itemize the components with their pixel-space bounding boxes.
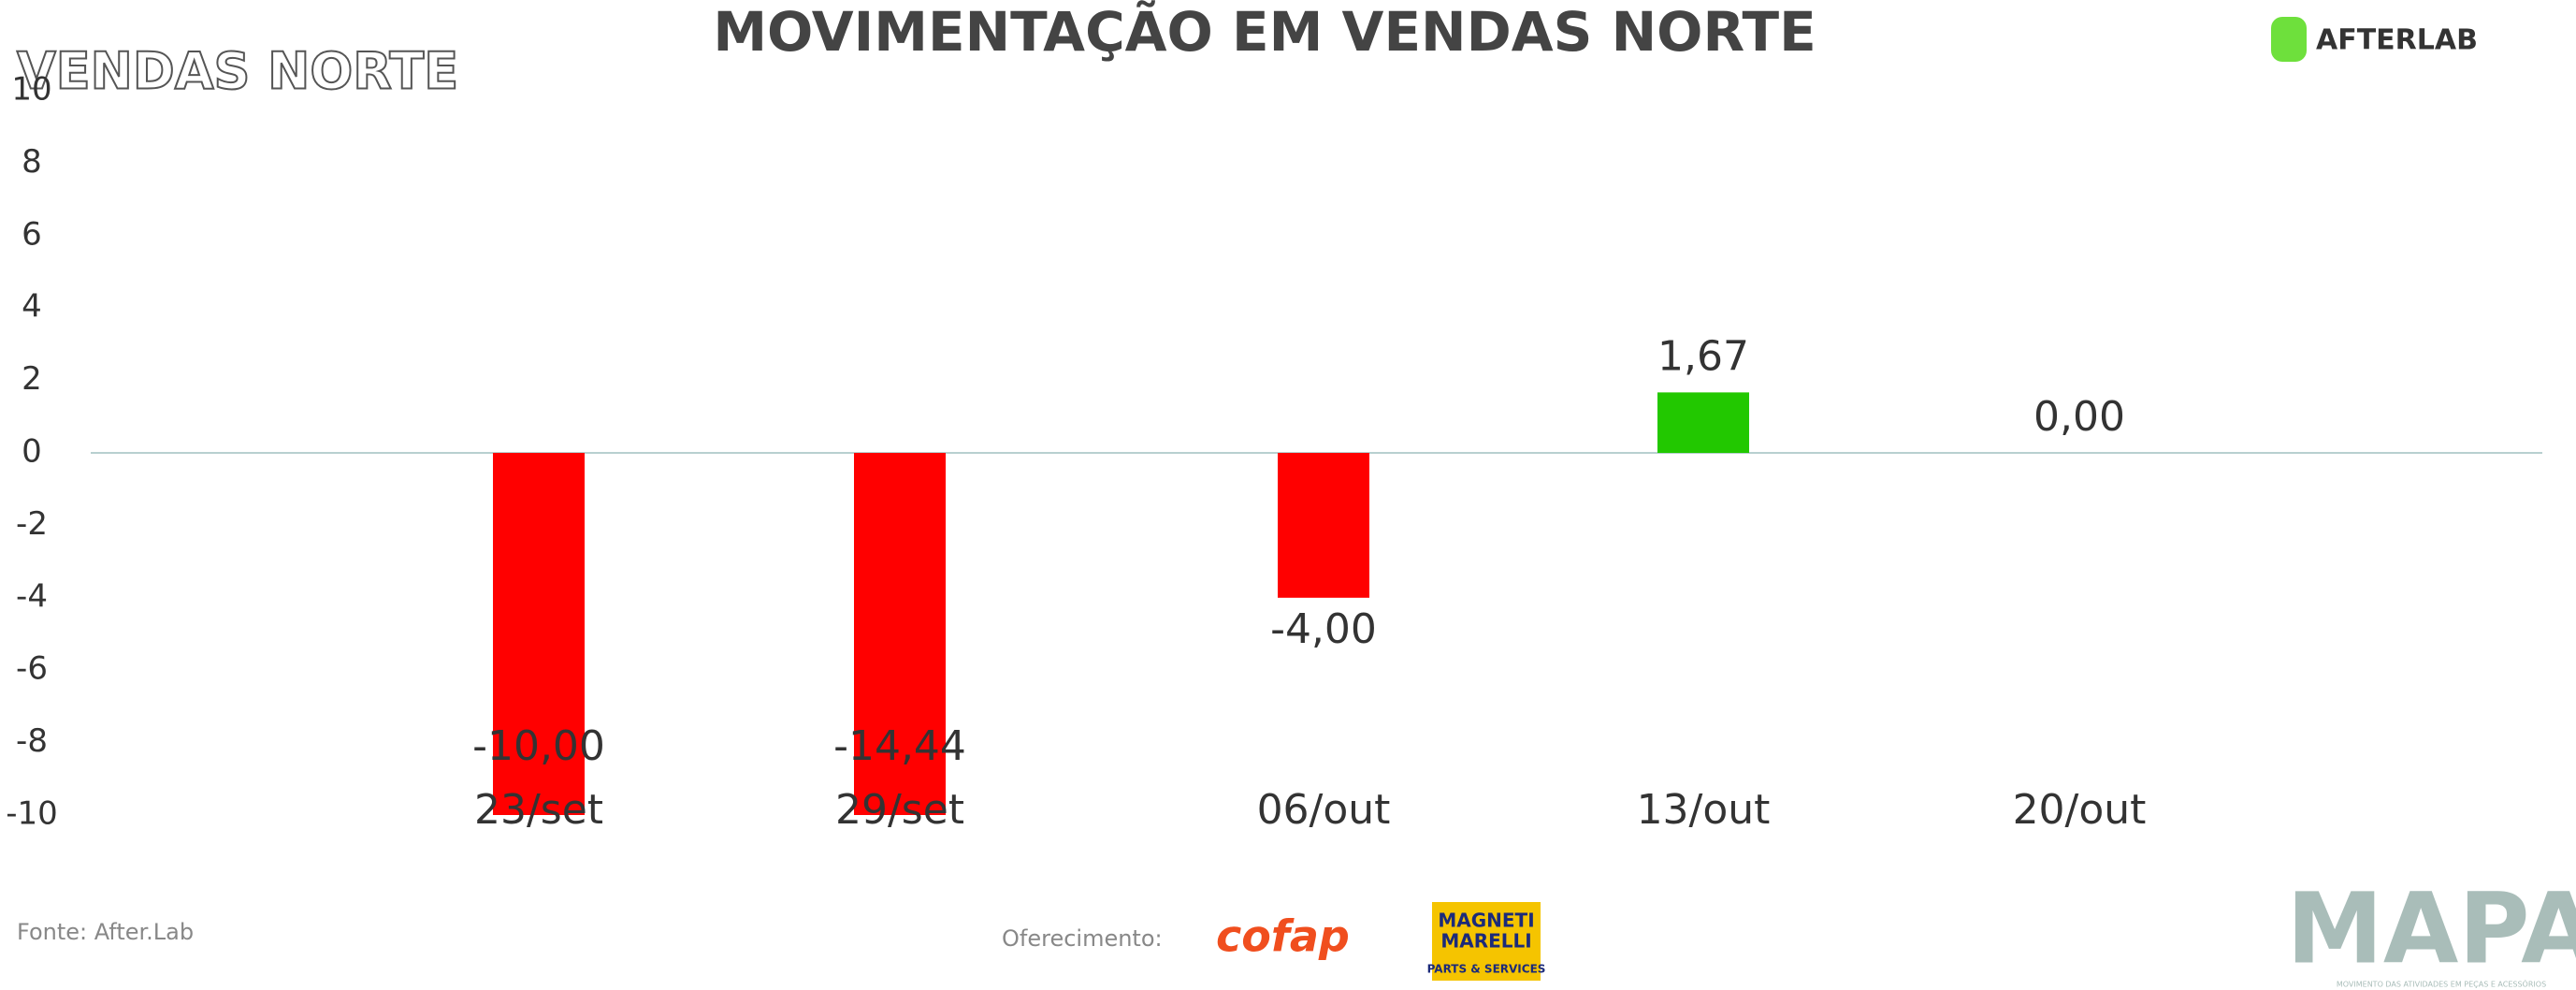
bar: [854, 453, 946, 815]
bar: [1657, 392, 1749, 453]
y-tick-label: 6: [22, 215, 42, 253]
y-tick-label: -4: [16, 577, 48, 615]
x-tick-label: 13/out: [1637, 786, 1771, 834]
value-label: -10,00: [472, 722, 605, 770]
y-tick-label: -2: [16, 505, 48, 543]
x-tick-label: 29/set: [835, 786, 964, 834]
sponsor-tag: PARTS & SERVICES: [1427, 963, 1546, 976]
chart-title: MOVIMENTAÇÃO EM VENDAS NORTE: [713, 0, 1816, 64]
mapa-tagline: MOVIMENTO DAS ATIVIDADES EM PEÇAS E ACES…: [2337, 979, 2546, 989]
y-tick-label: 4: [22, 288, 42, 326]
value-label: -14,44: [833, 722, 966, 770]
sponsor-label: Oferecimento:: [1002, 925, 1163, 952]
mapa-logo: MAPA: [2286, 871, 2576, 985]
bar: [493, 453, 585, 815]
y-tick-label: -8: [16, 722, 48, 760]
sponsor-marelli: MAGNETI: [1438, 910, 1534, 932]
source: Fonte: After.Lab: [17, 919, 194, 945]
value-label: -4,00: [1270, 605, 1377, 653]
sponsor-marelli: MARELLI: [1440, 930, 1531, 953]
sponsor-cofap: cofap: [1216, 911, 1350, 962]
y-tick-label: 8: [22, 143, 42, 181]
value-label: 0,00: [2033, 393, 2125, 441]
plot-area: [493, 392, 1749, 815]
sponsor-box: [1432, 902, 1541, 981]
x-tick-label: 23/set: [474, 786, 603, 834]
y-tick-label: -6: [16, 650, 48, 688]
y-tick-label: -10: [6, 795, 58, 833]
x-tick-label: 20/out: [2013, 786, 2147, 834]
value-label: 1,67: [1657, 332, 1749, 380]
y-tick-label: 0: [22, 433, 42, 471]
y-tick-label: 10: [11, 71, 51, 109]
x-tick-label: 06/out: [1257, 786, 1391, 834]
subtitle: VENDAS NORTE: [17, 42, 458, 101]
brand: AFTERLAB: [2316, 24, 2478, 57]
bar: [1278, 453, 1369, 598]
brand-logo: [2271, 17, 2307, 62]
y-tick-label: 2: [22, 360, 42, 398]
